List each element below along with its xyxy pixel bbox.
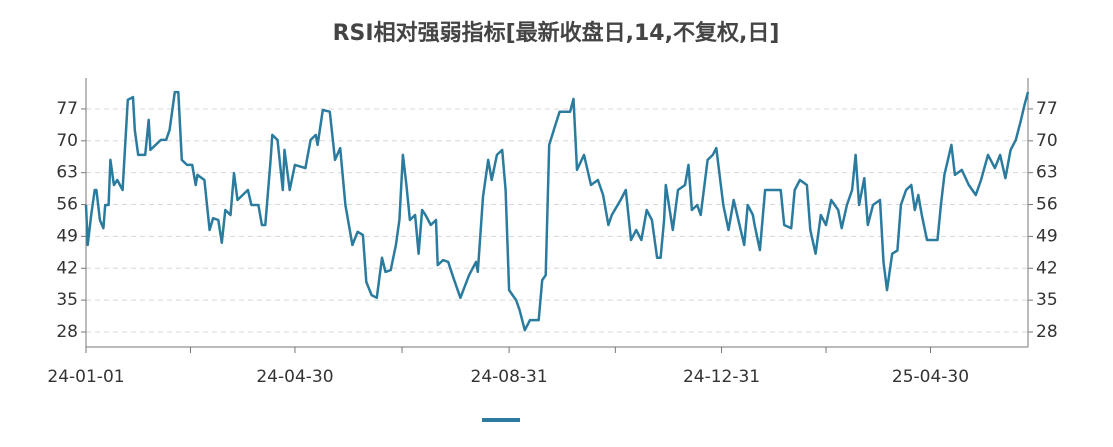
y-tick-label: 77 bbox=[56, 99, 78, 119]
x-tick-label: 24-12-31 bbox=[683, 367, 760, 387]
x-tick-label: 24-08-31 bbox=[471, 367, 548, 387]
y2-tick-label: 63 bbox=[1036, 163, 1058, 183]
y-tick-label: 49 bbox=[56, 226, 78, 246]
x-tick-label: 24-04-30 bbox=[256, 367, 333, 387]
chart-title: RSI相对强弱指标[最新收盘日,14,不复权,日] bbox=[333, 20, 780, 46]
y2-tick-label: 42 bbox=[1036, 258, 1058, 278]
x-tick-label: 24-01-01 bbox=[47, 367, 124, 387]
y-tick-label: 70 bbox=[56, 131, 78, 151]
y-tick-label: 28 bbox=[56, 322, 78, 342]
y2-tick-label: 77 bbox=[1036, 99, 1058, 119]
y2-tick-label: 35 bbox=[1036, 290, 1058, 310]
y-tick-label: 56 bbox=[56, 195, 78, 215]
y2-tick-label: 28 bbox=[1036, 322, 1058, 342]
series-line bbox=[84, 90, 1030, 332]
y2-tick-label: 70 bbox=[1036, 131, 1058, 151]
y2-tick-label: 56 bbox=[1036, 195, 1058, 215]
y-tick-label: 63 bbox=[56, 163, 78, 183]
x-tick-label: 25-04-30 bbox=[892, 367, 969, 387]
y-tick-label: 42 bbox=[56, 258, 78, 278]
y2-tick-label: 49 bbox=[1036, 226, 1058, 246]
y-tick-label: 35 bbox=[56, 290, 78, 310]
